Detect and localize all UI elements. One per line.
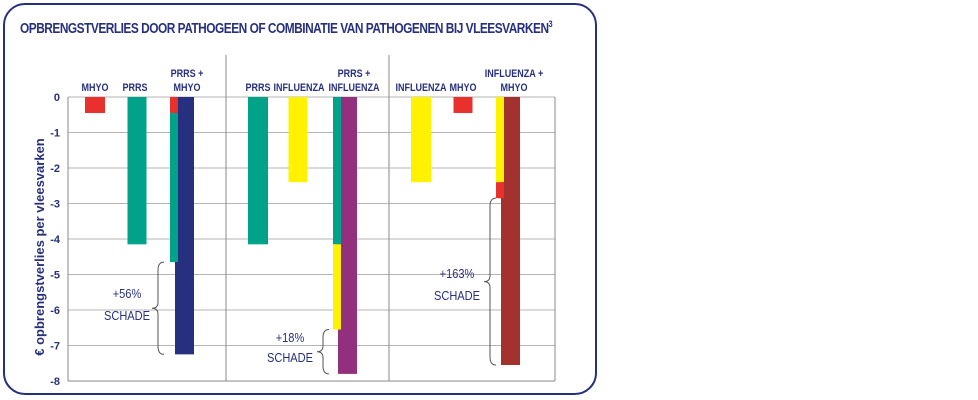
- chart-title-footnote: 3: [548, 19, 553, 29]
- bar: [453, 97, 473, 113]
- bar-combined: [501, 97, 520, 366]
- category-label: MHYO: [500, 82, 527, 94]
- bar-chart: 0 -1 -2 -3 -4 -5 -6 -7 -8 € opbrengstverlies per …: [32, 55, 556, 388]
- bar-segment: [499, 97, 504, 183]
- brace: [483, 197, 497, 366]
- bar: [248, 97, 268, 245]
- y-tick-label: -5: [50, 270, 60, 282]
- category-label: MHYO: [81, 82, 108, 94]
- y-axis-label: € opbrengstverlies per vleesvarken: [32, 138, 47, 356]
- y-tick-label: -2: [50, 163, 60, 175]
- y-tick-label: -3: [50, 199, 60, 211]
- bar-segment: [336, 244, 341, 330]
- bar: [127, 97, 147, 245]
- bar-segment: [336, 97, 341, 245]
- chart-title-text: OPBRENGSTVERLIES DOOR PATHOGEEN OF COMBI…: [20, 20, 549, 37]
- bar: [411, 97, 431, 183]
- bar: [85, 97, 105, 113]
- y-tick-label: -1: [50, 128, 60, 140]
- brace: [151, 261, 165, 355]
- annotation-percent: +163%: [440, 266, 475, 281]
- bar-segment: [173, 97, 178, 113]
- chart-frame: [3, 3, 597, 395]
- category-label: MHYO: [449, 82, 476, 94]
- annotation-percent: +56%: [113, 286, 142, 301]
- category-label: PRRS +: [338, 68, 371, 80]
- category-label: INFLUENZA +: [485, 68, 544, 80]
- bar: [288, 97, 308, 183]
- category-label: PRRS: [122, 82, 147, 94]
- annotation-label: SCHADE: [434, 288, 480, 303]
- category-label: INFLUENZA: [328, 82, 379, 94]
- y-tick-label: -6: [50, 305, 60, 317]
- annotation-percent: +18%: [276, 330, 305, 345]
- y-tick-label: -7: [50, 341, 60, 353]
- bar-combined: [338, 97, 357, 374]
- annotation-label: SCHADE: [104, 308, 150, 323]
- y-tick-label: -4: [50, 234, 61, 246]
- y-tick-label: 0: [54, 92, 60, 104]
- bar-combined: [175, 97, 194, 355]
- bar-segment: [499, 182, 504, 199]
- brace: [316, 329, 330, 375]
- bar-segment: [173, 112, 178, 263]
- category-label: MHYO: [173, 82, 200, 94]
- annotation-label: SCHADE: [267, 350, 313, 365]
- category-label: PRRS +: [171, 68, 204, 80]
- category-label: PRRS: [245, 82, 270, 94]
- category-label: INFLUENZA: [273, 82, 324, 94]
- chart-title: OPBRENGSTVERLIES DOOR PATHOGEEN OF COMBI…: [20, 19, 553, 37]
- y-tick-label: -8: [50, 376, 60, 388]
- category-label: INFLUENZA: [395, 82, 446, 94]
